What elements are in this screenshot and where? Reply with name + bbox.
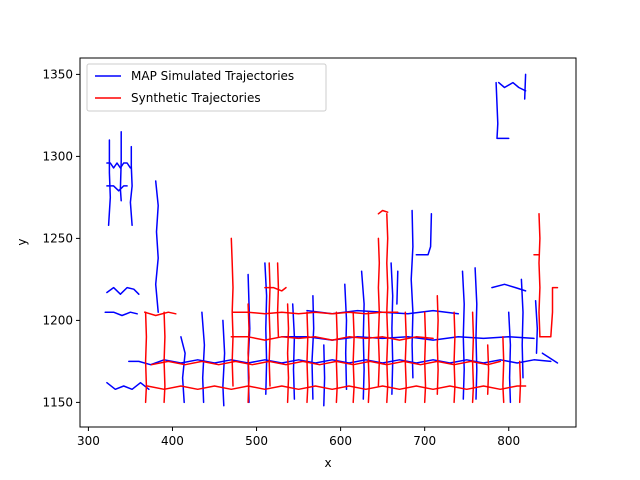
trajectory-path <box>106 162 132 169</box>
trajectory-path <box>474 267 478 400</box>
trajectory-path <box>146 385 527 391</box>
trajectory-path <box>306 311 309 404</box>
series-layer <box>104 73 559 407</box>
trajectory-path <box>377 209 389 215</box>
trajectory-path <box>352 311 355 404</box>
trajectory-path <box>502 336 505 404</box>
x-axis: 300 400 500 600 700 800 <box>77 427 520 448</box>
trajectory-path <box>154 180 159 313</box>
trajectory-path <box>491 283 527 292</box>
trajectory-path <box>264 262 268 395</box>
trajectory-path <box>471 311 475 404</box>
legend-label-map-simulated: MAP Simulated Trajectories <box>131 69 294 83</box>
trajectory-path <box>129 145 133 227</box>
trajectory-path <box>541 352 559 364</box>
trajectory-path <box>104 311 138 317</box>
trajectory-path <box>386 213 389 404</box>
trajectory-path <box>106 286 140 295</box>
y-axis-label: y <box>15 238 29 245</box>
trajectory-path <box>128 359 552 366</box>
x-tick-label: 400 <box>161 434 184 448</box>
trajectory-path <box>495 81 510 140</box>
trajectory-path <box>497 81 527 92</box>
trajectory-path <box>119 131 122 202</box>
trajectory-path <box>396 270 399 305</box>
y-axis: 1150 1200 1250 1300 1350 <box>42 67 80 409</box>
legend-box <box>86 63 327 112</box>
y-tick-label: 1150 <box>42 395 73 409</box>
trajectory-path <box>230 237 234 387</box>
trajectory-path <box>268 262 271 387</box>
trajectory-path <box>106 185 128 192</box>
trajectory-path <box>323 344 326 407</box>
series-1 <box>143 209 559 404</box>
trajectory-path <box>150 360 502 366</box>
trajectory-path <box>107 139 112 227</box>
trajectory-path <box>232 311 399 315</box>
plot-frame <box>79 57 577 428</box>
trajectory-path <box>230 336 434 341</box>
x-tick-label: 500 <box>245 434 268 448</box>
trajectory-path <box>523 73 527 100</box>
trajectory-path <box>367 311 370 404</box>
trajectory-path <box>144 311 148 404</box>
trajectory-path <box>518 360 522 404</box>
trajectory-path <box>286 303 290 404</box>
y-tick-label: 1300 <box>42 149 73 163</box>
x-axis-label: x <box>324 456 331 470</box>
trajectory-path <box>507 311 512 404</box>
trajectory-path <box>360 270 365 400</box>
trajectory-path <box>335 311 338 404</box>
trajectory-path <box>106 381 150 391</box>
trajectory-path <box>180 336 186 404</box>
trajectory-path <box>163 311 166 404</box>
trajectory-path <box>415 213 433 256</box>
legend-label-synthetic: Synthetic Trajectories <box>131 91 261 105</box>
trajectory-path <box>410 209 414 379</box>
trajectory-path <box>423 311 427 404</box>
trajectory-path <box>486 344 490 395</box>
trajectory-path <box>404 311 407 404</box>
y-tick-label: 1200 <box>42 313 73 327</box>
trajectory-path <box>520 278 524 379</box>
trajectory-path <box>436 295 439 395</box>
x-tick-label: 800 <box>497 434 520 448</box>
trajectory-path <box>264 286 287 292</box>
x-tick-label: 600 <box>329 434 352 448</box>
trajectory-path <box>276 262 280 338</box>
trajectory-path <box>291 303 296 400</box>
y-tick-label: 1250 <box>42 231 73 245</box>
trajectory-path <box>538 213 541 338</box>
y-tick-label: 1350 <box>42 67 73 81</box>
trajectory-path <box>453 311 456 404</box>
x-tick-label: 700 <box>413 434 436 448</box>
trajectory-path <box>377 237 381 387</box>
trajectory-path <box>390 262 394 395</box>
x-tick-label: 300 <box>77 434 100 448</box>
trajectory-path <box>247 303 250 404</box>
legend: MAP Simulated Trajectories Synthetic Tra… <box>86 63 327 112</box>
trajectory-path <box>143 311 177 317</box>
trajectory-path <box>222 319 226 407</box>
trajectory-path <box>539 286 559 338</box>
trajectory-path <box>534 299 539 354</box>
trajectory-path <box>461 270 465 400</box>
